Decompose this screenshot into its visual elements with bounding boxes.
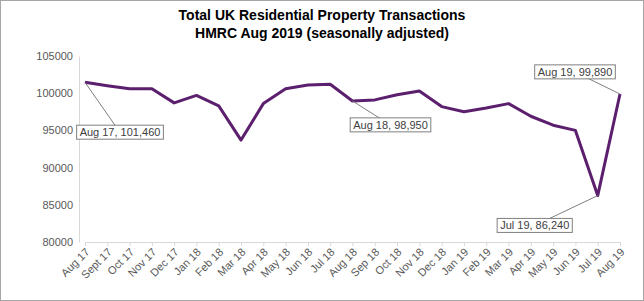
y-tick-label: 80000 [42, 236, 73, 248]
annotation-box [535, 65, 616, 79]
x-tick-mark [419, 242, 420, 246]
x-tick-label: Jun 18 [283, 246, 315, 278]
x-tick-mark [152, 242, 153, 246]
x-tick: Aug 19 [593, 242, 626, 279]
x-tick-mark [553, 242, 554, 246]
x-tick-label: Jun 19 [550, 246, 582, 278]
y-tick: 95000 [42, 124, 79, 136]
x-tick-mark [286, 242, 287, 246]
y-tick-label: 95000 [42, 124, 73, 136]
y-tick: 90000 [42, 162, 79, 174]
annotation: Aug 19, 99,890 [535, 65, 620, 94]
annotation-box [497, 218, 572, 232]
y-tick: 105000 [36, 50, 79, 62]
plot-area [85, 82, 620, 195]
x-tick: Jun 18 [283, 242, 315, 277]
annotations: Aug 17, 101,460 Aug 18, 98,950 Jul 19, 86,… [77, 65, 620, 233]
annotation: Aug 17, 101,460 [77, 82, 164, 139]
chart-frame [1, 1, 644, 301]
y-tick-label: 85000 [42, 199, 73, 211]
x-tick-mark [353, 242, 354, 246]
title: Total UK Residential Property Transactio… [179, 7, 466, 23]
subtitle: HMRC Aug 2019 (seasonally adjusted) [195, 25, 449, 41]
y-tick-label: 90000 [42, 162, 73, 174]
y-tick: 100000 [36, 87, 79, 99]
x-tick-mark [330, 242, 331, 246]
annotation-text: Jul 19, 86,240 [500, 219, 569, 231]
x-tick-mark [263, 242, 264, 246]
x-tick-mark [85, 242, 86, 246]
x-tick-mark [509, 242, 510, 246]
x-tick-mark [531, 242, 532, 246]
x-tick-mark [598, 242, 599, 246]
annotation-box [77, 125, 164, 139]
x-tick-mark [464, 242, 465, 246]
x-tick-mark [107, 242, 108, 246]
x-tick-mark [442, 242, 443, 246]
x-axis-line [86, 243, 621, 247]
y-tick: 85000 [42, 199, 79, 211]
annotation-text: Aug 17, 101,460 [80, 126, 161, 138]
y-tick: 80000 [42, 236, 79, 248]
x-tick-mark [308, 242, 309, 246]
x-tick-mark [486, 242, 487, 246]
annotation-text: Aug 18, 98,950 [353, 119, 428, 131]
x-tick-label: Sept 17 [79, 246, 114, 281]
x-tick-mark [575, 242, 576, 246]
x-tick-label: Aug 19 [593, 246, 626, 279]
annotation: Aug 18, 98,950 [350, 101, 431, 132]
x-axis: Aug 17Sept 17Oct 17Nov 17Dec 17Jan 18Feb… [58, 242, 626, 281]
x-tick-mark [196, 242, 197, 246]
line [85, 82, 620, 195]
x-tick-mark [241, 242, 242, 246]
annotation: Jul 19, 86,240 [497, 196, 598, 233]
x-tick-mark [375, 242, 376, 246]
y-tick-label: 100000 [36, 87, 73, 99]
annotation-text: Aug 19, 99,890 [538, 66, 613, 78]
x-tick-mark [174, 242, 175, 246]
chart: Total UK Residential Property Transactio… [0, 0, 644, 301]
y-axis: 80000 85000 90000 95000 100000 105000 [36, 50, 79, 248]
x-tick: Sept 17 [79, 242, 114, 281]
annotation-box [350, 118, 431, 132]
x-tick-mark [219, 242, 220, 246]
x-tick-mark [130, 242, 131, 246]
y-axis-line [79, 57, 80, 243]
x-tick: Jun 19 [550, 242, 582, 277]
x-tick-mark [397, 242, 398, 246]
y-tick-label: 105000 [36, 50, 73, 62]
x-tick-mark [620, 242, 621, 246]
